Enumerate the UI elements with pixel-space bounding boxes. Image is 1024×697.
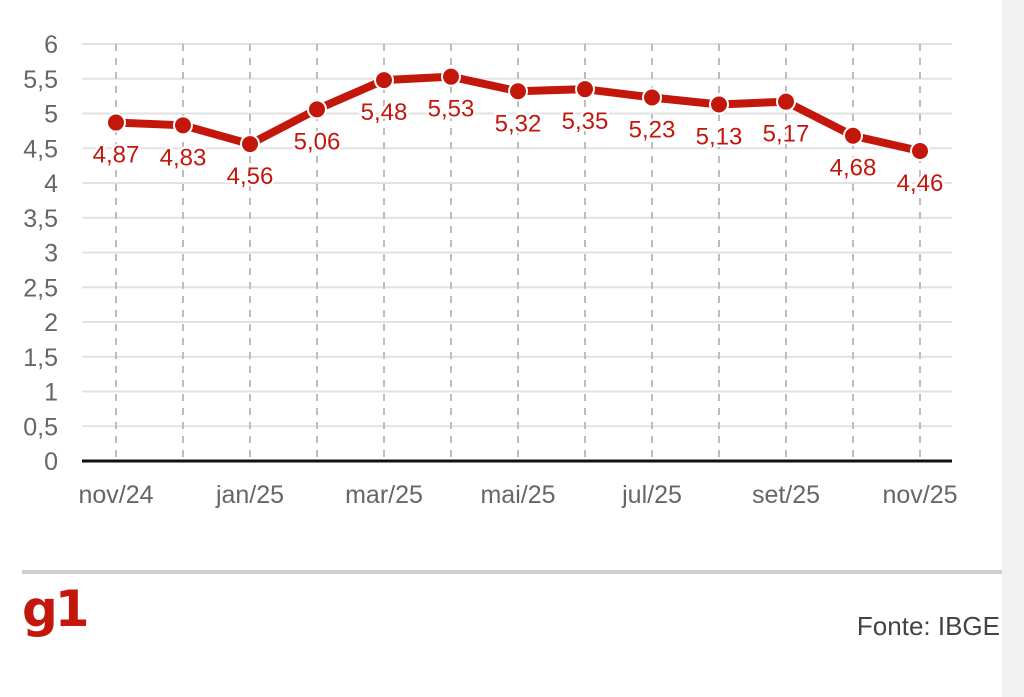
data-point: [508, 81, 528, 102]
y-tick-label: 5,5: [23, 66, 58, 94]
data-label: 4,83: [160, 144, 207, 171]
data-label: 5,32: [495, 110, 542, 137]
x-tick-label: mar/25: [345, 481, 423, 509]
y-tick-label: 4: [44, 170, 58, 198]
right-edge-strip: [1002, 0, 1024, 697]
data-point: [173, 115, 193, 136]
data-point: [240, 134, 260, 155]
data-label: 5,13: [696, 123, 743, 150]
data-point: [910, 141, 930, 162]
x-tick-label: mai/25: [480, 481, 555, 509]
y-tick-label: 4,5: [23, 135, 58, 163]
data-point: [374, 70, 394, 91]
y-tick-label: 0: [44, 448, 58, 476]
x-tick-label: jul/25: [621, 481, 682, 509]
data-point: [776, 91, 796, 112]
x-tick-label: nov/25: [882, 481, 957, 509]
x-tick-label: jan/25: [215, 481, 284, 509]
data-label: 5,23: [629, 117, 676, 144]
data-label: 5,06: [294, 128, 341, 155]
y-tick-label: 2: [44, 309, 58, 337]
data-point: [307, 99, 327, 120]
line-chart: 0 0,5 1 1,5 2 2,5 3 3,5 4 4,5 5 5,5 6 nov/24 jan/25 mar…: [23, 31, 957, 509]
data-label: 4,87: [93, 142, 140, 169]
y-tick-label: 6: [44, 31, 58, 59]
data-label: 4,68: [830, 155, 877, 182]
data-label: 5,17: [763, 121, 810, 148]
data-point: [441, 66, 461, 87]
data-label: 4,46: [897, 170, 944, 197]
data-point: [843, 125, 863, 146]
y-tick-label: 1,5: [23, 344, 58, 372]
footer-divider: [22, 570, 1002, 574]
y-tick-label: 2,5: [23, 274, 58, 302]
source-note: Fonte: IBGE: [856, 611, 1000, 641]
g1-logo: g1: [22, 580, 90, 638]
data-label: 4,56: [227, 163, 274, 190]
y-tick-label: 0,5: [23, 413, 58, 441]
y-tick-label: 3,5: [23, 205, 58, 233]
data-label: 5,48: [361, 99, 408, 126]
y-tick-label: 3: [44, 240, 58, 268]
data-label: 5,35: [562, 108, 609, 135]
y-tick-label: 1: [44, 379, 58, 407]
data-point: [575, 79, 595, 100]
x-tick-label: set/25: [752, 481, 820, 509]
y-tick-label: 5: [44, 101, 58, 129]
data-point: [709, 94, 729, 115]
data-point: [106, 112, 126, 133]
data-point: [642, 87, 662, 108]
data-label: 5,53: [428, 96, 475, 123]
x-tick-label: nov/24: [78, 481, 153, 509]
